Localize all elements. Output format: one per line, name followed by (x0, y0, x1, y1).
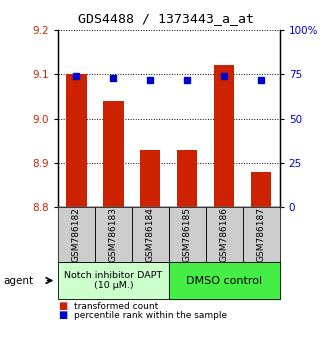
Text: GSM786184: GSM786184 (146, 207, 155, 262)
Text: GSM786182: GSM786182 (72, 207, 81, 262)
Text: GSM786186: GSM786186 (220, 207, 229, 262)
Text: GSM786185: GSM786185 (183, 207, 192, 262)
Bar (214, 65, 234, 207)
Bar (177, 150, 198, 207)
Text: DMSO control: DMSO control (186, 275, 262, 286)
Text: GDS4488 / 1373443_a_at: GDS4488 / 1373443_a_at (77, 12, 254, 25)
Bar (66, 74, 87, 207)
Text: ■: ■ (58, 301, 67, 311)
Text: ■: ■ (58, 310, 67, 320)
Bar (140, 150, 161, 207)
Text: Notch inhibitor DAPT
(10 μM.): Notch inhibitor DAPT (10 μM.) (64, 271, 163, 290)
Bar (103, 101, 123, 207)
Text: agent: agent (3, 275, 33, 286)
Text: GSM786187: GSM786187 (257, 207, 266, 262)
Text: GSM786183: GSM786183 (109, 207, 118, 262)
Text: transformed count: transformed count (74, 302, 159, 311)
Bar (251, 172, 271, 207)
Text: percentile rank within the sample: percentile rank within the sample (74, 310, 228, 320)
